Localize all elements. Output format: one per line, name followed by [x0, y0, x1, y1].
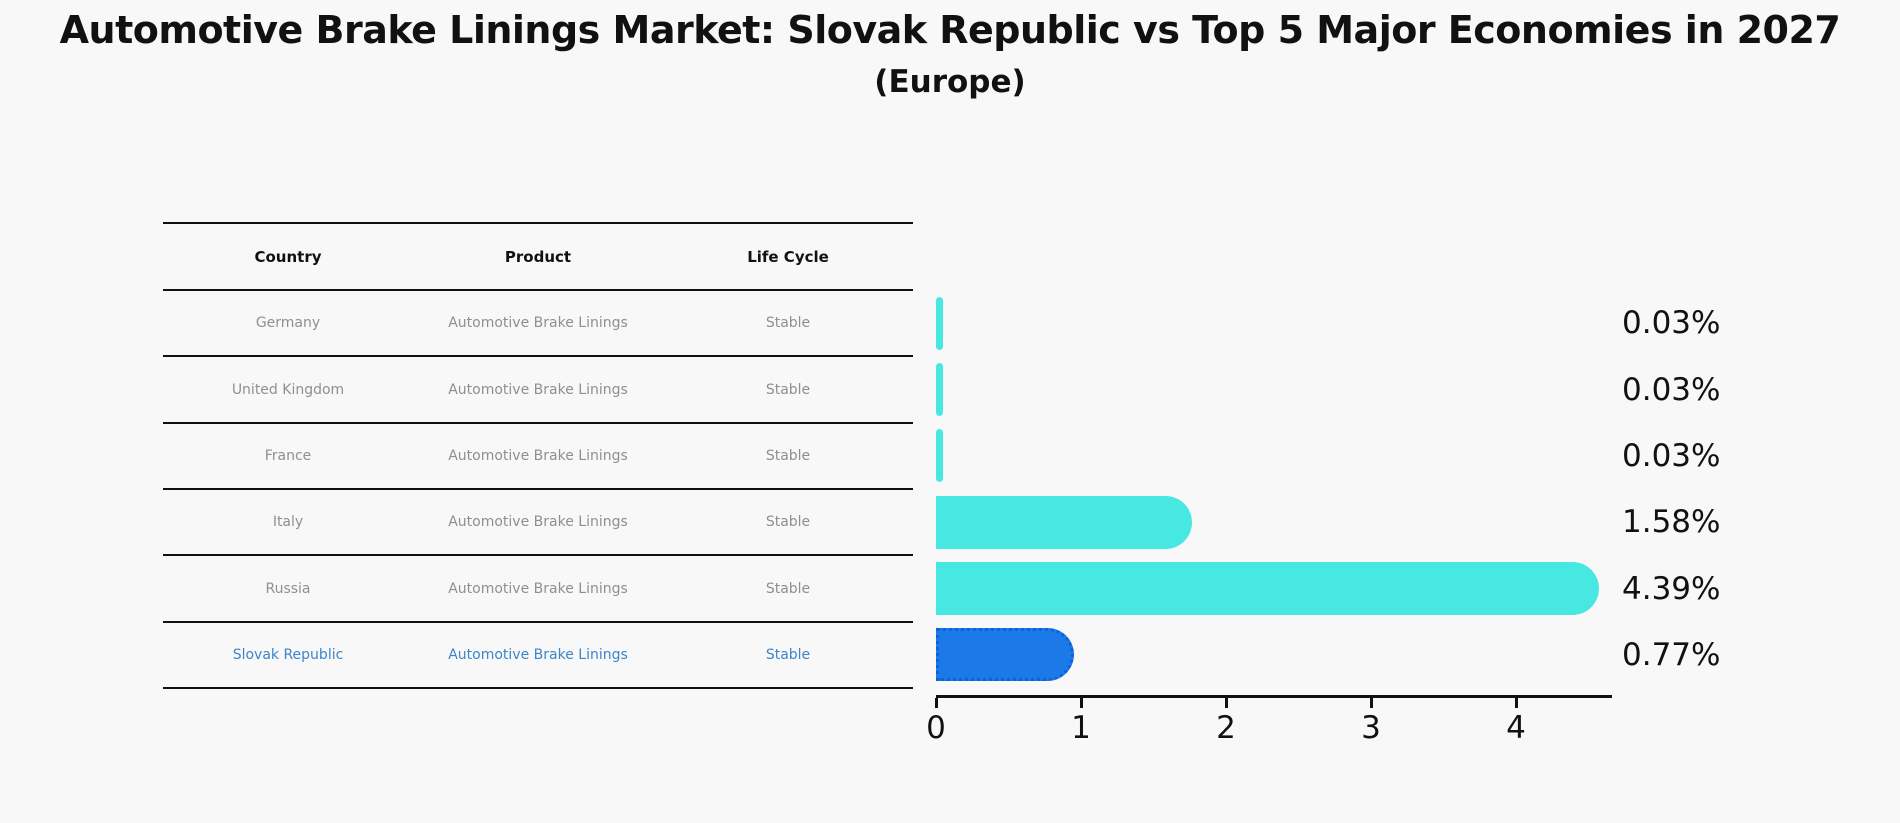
chart-subtitle: (Europe) — [874, 64, 1026, 100]
cell-country-germany: Germany — [255, 315, 321, 332]
x-tick-mark — [1224, 698, 1228, 708]
chart-title: Automotive Brake Linings Market: Slovak … — [59, 8, 1841, 52]
cell-life-cycle-russia: Stable — [765, 580, 811, 597]
table-rule — [163, 488, 913, 490]
bar-france — [936, 429, 943, 483]
cell-country-france: France — [264, 447, 312, 464]
cell-life-cycle-france: Stable — [765, 447, 811, 464]
table-rule — [163, 421, 913, 424]
cell-life-cycle-united-kingdom: Stable — [765, 381, 811, 398]
x-tick-mark — [934, 698, 938, 708]
bar-united-kingdom — [936, 363, 943, 416]
cell-life-cycle-italy: Stable — [765, 514, 811, 531]
cell-product-united-kingdom: Automotive Brake Linings — [448, 381, 628, 398]
cell-product-slovak-republic: Automotive Brake Linings — [448, 646, 628, 663]
bar-germany — [936, 296, 943, 350]
value-label-united-kingdom: 0.03% — [1622, 371, 1721, 408]
cell-country-slovak-republic: Slovak Republic — [232, 646, 344, 663]
x-tick-mark — [1514, 698, 1518, 708]
cell-product-russia: Automotive Brake Linings — [448, 580, 628, 597]
value-label-france: 0.03% — [1622, 437, 1721, 474]
x-tick-label: 1 — [1071, 710, 1091, 746]
cell-country-united-kingdom: United Kingdom — [231, 381, 345, 398]
x-tick-mark — [1079, 698, 1083, 708]
cell-product-italy: Automotive Brake Linings — [448, 514, 628, 531]
table-rule — [163, 289, 913, 291]
table-rule — [163, 355, 913, 358]
value-label-italy: 1.58% — [1622, 504, 1721, 541]
x-axis — [936, 695, 1612, 698]
x-tick-label: 4 — [1506, 710, 1526, 746]
cell-life-cycle-germany: Stable — [765, 315, 811, 332]
x-tick-mark — [1369, 698, 1373, 708]
x-tick-label: 2 — [1216, 710, 1236, 746]
value-label-slovak-republic: 0.77% — [1622, 636, 1721, 673]
column-header: Country — [254, 248, 322, 266]
column-header: Product — [504, 248, 572, 266]
table-rule — [163, 687, 913, 689]
cell-product-france: Automotive Brake Linings — [448, 447, 628, 464]
cell-life-cycle-slovak-republic: Stable — [765, 646, 811, 663]
bar-italy — [936, 495, 1192, 549]
value-label-germany: 0.03% — [1622, 305, 1721, 342]
bar-slovak-republic — [936, 628, 1075, 682]
cell-country-russia: Russia — [265, 580, 311, 597]
bar-russia — [936, 562, 1600, 615]
x-tick-label: 3 — [1361, 710, 1381, 746]
cell-country-italy: Italy — [272, 514, 304, 531]
cell-product-germany: Automotive Brake Linings — [448, 315, 628, 332]
x-tick-label: 0 — [926, 710, 946, 746]
table-rule — [163, 620, 913, 623]
column-header: Life Cycle — [747, 248, 829, 266]
table-rule — [163, 222, 913, 224]
value-label-russia: 4.39% — [1622, 570, 1721, 607]
table-rule — [163, 554, 913, 557]
